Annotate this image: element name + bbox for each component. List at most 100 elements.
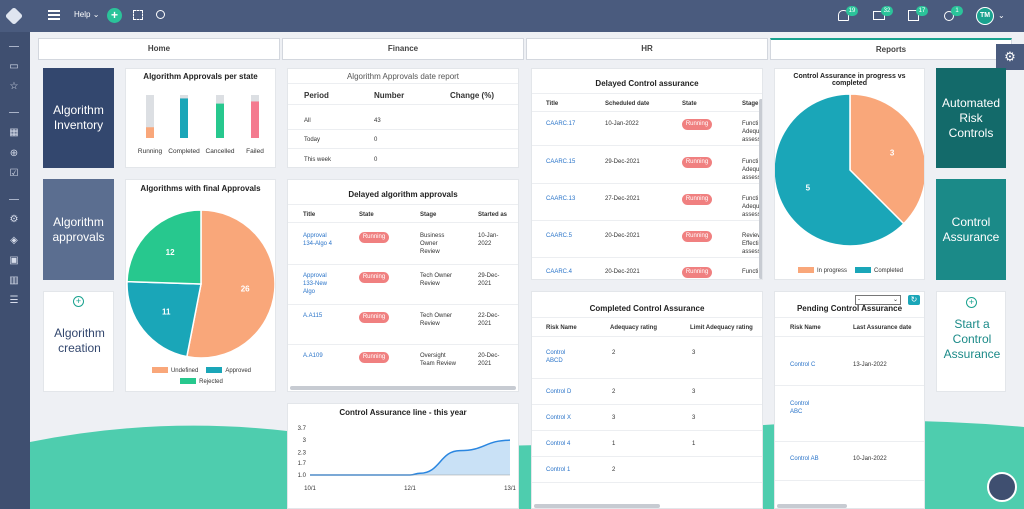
chat-assistant-icon[interactable]: [987, 472, 1017, 502]
table-cell[interactable]: Control X: [546, 415, 572, 421]
star-icon[interactable]: ☆: [9, 81, 19, 92]
tab-reports[interactable]: Reports: [770, 38, 1012, 60]
tick-label: Running: [138, 148, 163, 155]
col-header: Limit Adequacy rating: [690, 325, 753, 331]
help-menu[interactable]: Help ⌄: [74, 10, 99, 19]
cube-icon[interactable]: ◈: [10, 235, 18, 246]
filter-select[interactable]: - ⌄: [855, 295, 901, 305]
horizontal-scrollbar[interactable]: [777, 504, 847, 508]
tab-hr[interactable]: HR: [526, 38, 768, 60]
algorithm-approvals-tile[interactable]: Algorithm approvals: [43, 179, 114, 280]
horizontal-scrollbar[interactable]: [290, 386, 516, 390]
table-cell[interactable]: Control 4: [546, 441, 571, 447]
row-divider: [532, 220, 762, 221]
table-cell: 20-Dec-2021: [605, 233, 640, 239]
app-logo[interactable]: [4, 6, 24, 26]
table-cell[interactable]: Control ABCD: [546, 350, 566, 364]
bar: [251, 101, 259, 138]
avatar[interactable]: TM: [976, 7, 994, 25]
algorithm-creation-tile[interactable]: + Algorithm creation: [43, 291, 114, 392]
table-cell[interactable]: A.A109: [303, 353, 323, 359]
table-cell: 27-Dec-2021: [605, 196, 640, 202]
table-cell: Review Effecti assess: [742, 233, 762, 255]
status-badge: Running: [682, 157, 712, 168]
table-cell: 3: [692, 415, 696, 421]
legend-swatch: [206, 367, 223, 374]
table-cell[interactable]: Control AB: [790, 456, 819, 462]
table-cell[interactable]: CAARC.15: [546, 159, 576, 165]
row-divider: [532, 145, 762, 146]
approvals-bar-chart: Running Completed Cancelled Failed: [138, 95, 264, 155]
tile-label: Automated Risk Controls: [941, 95, 1001, 140]
row-divider: [532, 456, 762, 457]
col-header: Stage: [420, 212, 437, 218]
row-divider: [288, 204, 518, 205]
table-cell[interactable]: Approval 133-New Algo: [303, 273, 328, 295]
table-cell: 29-Dec-2021: [478, 273, 500, 287]
final-approvals-card: Algorithms with final Approvals 26 11 12 U…: [125, 179, 276, 392]
row-divider: [532, 183, 762, 184]
table-cell[interactable]: Control 1: [546, 467, 571, 473]
chevron-down-icon: ⌄: [92, 10, 100, 19]
vertical-scrollbar[interactable]: [759, 99, 762, 279]
grid-icon[interactable]: ▦: [9, 127, 19, 138]
table-cell[interactable]: Control D: [546, 389, 572, 395]
mail-badge: 32: [881, 6, 893, 16]
table-cell[interactable]: CAARC.17: [546, 121, 576, 127]
sidebar-divider: [9, 46, 19, 47]
control-line-card: Control Assurance line - this year 3.7 3 2…: [287, 403, 519, 509]
legend-swatch: [151, 367, 168, 374]
table-cell[interactable]: CAARC.4: [546, 269, 573, 275]
control-assurance-tile[interactable]: Control Assurance: [936, 179, 1006, 280]
progress-vs-completed-card: Control Assurance in progress vs complet…: [774, 68, 925, 280]
avatar-chevron-icon[interactable]: ⌄: [998, 11, 1005, 20]
table-cell[interactable]: CAARC.13: [546, 196, 576, 202]
table-cell[interactable]: Approval 134-Algo 4: [303, 233, 333, 247]
menu-icon[interactable]: [48, 10, 60, 20]
search-icon[interactable]: [156, 10, 165, 19]
tab-home[interactable]: Home: [38, 38, 280, 60]
col-header: Change (%): [450, 91, 494, 100]
pie-slice: [126, 280, 202, 358]
table-cell[interactable]: Control ABC: [790, 401, 810, 415]
gear-icon[interactable]: ⚙: [9, 214, 19, 225]
briefcase-icon[interactable]: ▣: [9, 255, 19, 266]
add-button[interactable]: +: [107, 8, 122, 23]
table-cell: Today: [304, 137, 321, 143]
tile-label: Algorithm creation: [54, 326, 105, 355]
table-cell: 1: [612, 441, 616, 447]
card-title: Delayed Control assurance: [595, 79, 699, 88]
table-cell: Tech Owner Review: [420, 313, 453, 327]
legend-entry: Completed: [855, 267, 903, 276]
tick-label: Failed: [246, 148, 264, 155]
list-icon[interactable]: ☰: [9, 295, 19, 306]
pie-legend: In progress Completed: [775, 267, 924, 276]
algorithm-inventory-tile[interactable]: Algorithm Inventory: [43, 68, 114, 168]
plus-circle-icon[interactable]: ⊕: [9, 148, 19, 159]
folder-icon[interactable]: ▭: [9, 61, 19, 72]
tick-label: 13/1: [504, 486, 516, 492]
settings-button[interactable]: ⚙: [996, 44, 1024, 70]
start-control-assurance-tile[interactable]: + Start a Control Assurance: [936, 291, 1006, 392]
area-fill: [310, 440, 510, 475]
checkbox-icon[interactable]: ☑: [9, 168, 19, 179]
table-cell[interactable]: Control C: [790, 362, 816, 368]
row-divider: [532, 404, 762, 405]
legend-entry: Approved: [206, 366, 251, 377]
horizontal-scrollbar[interactable]: [534, 504, 660, 508]
legend-label: Approved: [225, 368, 252, 374]
tab-finance[interactable]: Finance: [282, 38, 524, 60]
refresh-icon[interactable]: ↻: [908, 295, 920, 305]
table-cell: 20-Dec-2021: [478, 353, 500, 367]
card-title: Algorithm Approvals date report: [346, 72, 460, 81]
main-content: Home Finance HR Reports ⚙ Algorithm Inve…: [30, 32, 1024, 509]
table-cell: 13-Jan-2022: [853, 362, 887, 368]
chart-icon[interactable]: ▥: [9, 275, 19, 286]
automated-risk-controls-tile[interactable]: Automated Risk Controls: [936, 68, 1006, 168]
tile-label: Control Assurance: [942, 214, 1000, 244]
table-cell[interactable]: CAARC.5: [546, 233, 573, 239]
table-cell[interactable]: A.A115: [303, 313, 323, 319]
sun-icon[interactable]: [944, 11, 954, 21]
fullscreen-icon[interactable]: [133, 10, 143, 20]
status-badge: Running: [359, 272, 389, 283]
